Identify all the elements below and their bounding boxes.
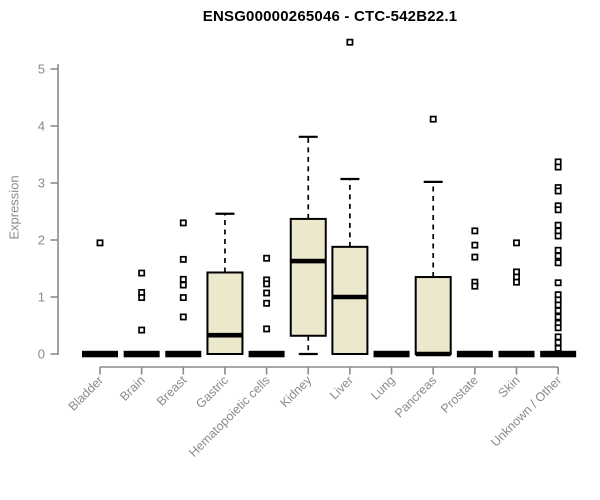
box-Skin	[498, 350, 535, 358]
chart-title: ENSG00000265046 - CTC-542B22.1	[202, 8, 458, 25]
y-axis-label: Expression	[6, 175, 22, 240]
outlier-point	[179, 294, 187, 302]
box-Brain	[123, 350, 160, 358]
outlier-point	[429, 115, 437, 123]
x-axis-category-label: Skin	[496, 373, 523, 400]
y-axis-tick-label: 0	[38, 347, 45, 362]
x-axis-category-label: Hematopoietic cells	[186, 373, 273, 460]
outlier-point	[554, 307, 562, 315]
outlier-point	[263, 289, 271, 297]
x-axis-category-label: Gastric	[193, 373, 231, 411]
outlier-point	[554, 313, 562, 321]
box-Prostate	[456, 350, 493, 358]
x-axis-category-label: Brain	[117, 373, 148, 404]
outlier-point	[471, 227, 479, 235]
x-axis-category-label: Unknown / Other	[488, 373, 564, 449]
outlier-point	[554, 324, 562, 332]
x-axis-category-label: Liver	[327, 373, 356, 402]
x-axis-category-label: Breast	[154, 373, 190, 409]
box-Bladder	[82, 350, 118, 358]
outlier-point	[179, 255, 187, 263]
outlier-point	[263, 254, 271, 262]
outlier-point	[513, 278, 520, 286]
outlier-point	[138, 326, 146, 334]
box-Unknown / Other	[540, 350, 577, 358]
y-axis-tick-label: 1	[38, 290, 45, 305]
box-Lung	[373, 350, 410, 358]
outlier-point	[138, 269, 146, 277]
outlier-point	[179, 219, 187, 227]
box-Kidney	[289, 217, 327, 337]
outlier-point	[179, 281, 187, 289]
x-axis-category-label: Pancreas	[392, 373, 439, 420]
box-Breast	[165, 350, 202, 358]
outlier-point	[554, 246, 562, 254]
box-Gastric	[206, 271, 244, 355]
outlier-point	[554, 232, 562, 240]
outlier-point	[138, 294, 146, 302]
y-axis-tick-label: 3	[38, 176, 45, 191]
outlier-point	[513, 239, 520, 247]
outlier-point	[554, 259, 562, 267]
x-axis-category-label: Bladder	[66, 373, 106, 413]
x-axis-category-label: Prostate	[438, 373, 481, 416]
outlier-point	[554, 187, 562, 195]
y-axis-tick-label: 4	[38, 119, 45, 134]
outlier-point	[346, 38, 354, 46]
outlier-point	[96, 239, 104, 247]
outlier-point	[554, 252, 562, 260]
outlier-point	[554, 301, 562, 309]
box-Liver	[331, 245, 369, 355]
outlier-point	[554, 206, 562, 214]
x-axis-category-label: Lung	[368, 373, 398, 403]
box-Pancreas	[414, 276, 452, 355]
outlier-point	[554, 163, 562, 171]
outlier-point	[554, 344, 562, 352]
outlier-point	[554, 333, 562, 341]
outlier-point	[554, 221, 562, 229]
outlier-point	[263, 299, 271, 307]
box-Hematopoietic cells	[248, 350, 285, 358]
y-axis-tick-label: 5	[38, 62, 45, 77]
outlier-point	[263, 280, 271, 288]
outlier-point	[471, 282, 479, 290]
outlier-point	[263, 325, 271, 333]
outlier-point	[554, 339, 562, 347]
outlier-point	[179, 313, 187, 321]
y-axis-tick-label: 2	[38, 233, 45, 248]
outlier-point	[554, 279, 562, 287]
outlier-point	[471, 253, 479, 261]
outlier-point	[179, 275, 187, 283]
outlier-point	[471, 241, 479, 249]
x-axis-category-label: Kidney	[277, 373, 314, 410]
